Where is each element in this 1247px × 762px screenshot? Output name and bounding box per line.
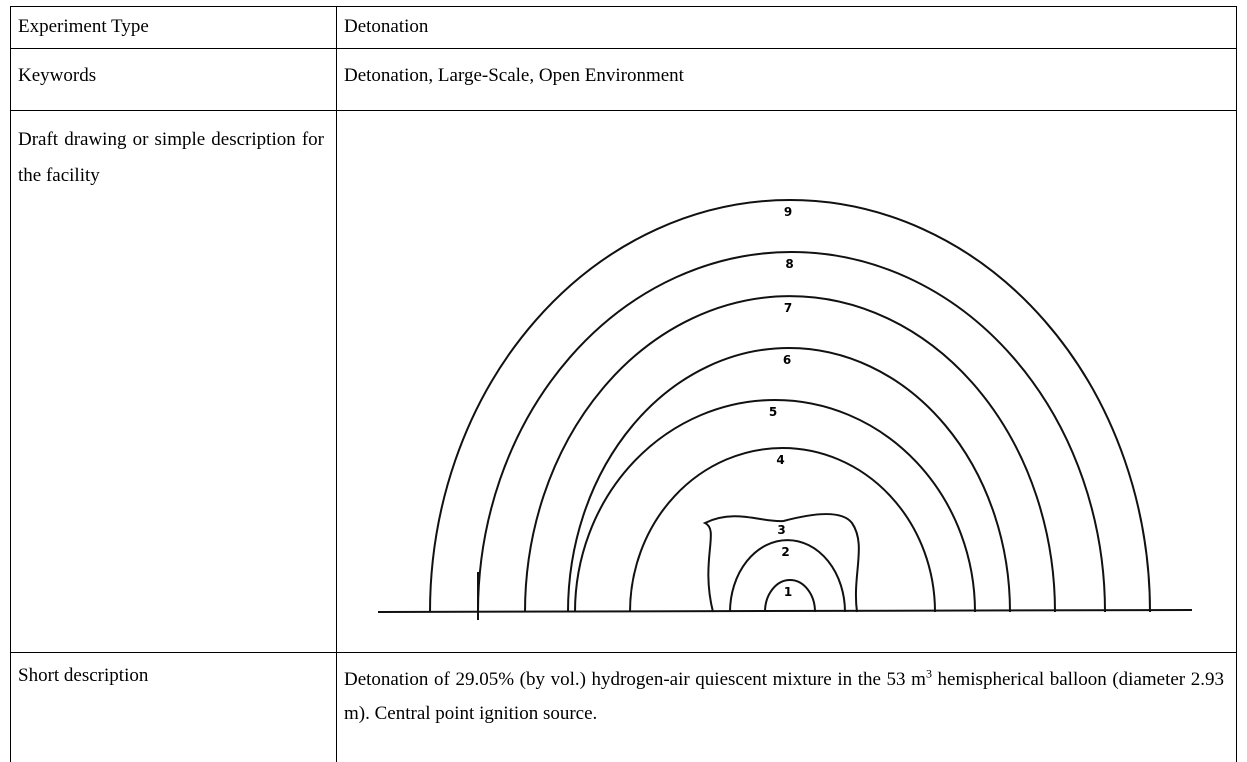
rule [10, 6, 1237, 7]
ground-line [377, 609, 1193, 613]
contour [702, 513, 860, 613]
contour-label: 5 [769, 405, 777, 419]
contour-label: 3 [777, 523, 785, 537]
contour-label: 6 [783, 353, 791, 367]
rule [1236, 6, 1237, 762]
rule [10, 110, 1237, 111]
contour-label: 4 [776, 453, 784, 467]
rule [10, 652, 1237, 653]
contour [477, 251, 1106, 613]
contour-label: 7 [784, 301, 792, 315]
contour [574, 399, 976, 613]
contour [729, 539, 846, 613]
contour [764, 579, 816, 613]
text: Detonation of 29.05% (by vol.) hydrogen-… [344, 669, 926, 690]
row-value: Detonation [344, 16, 429, 37]
contour-label: 1 [784, 585, 792, 599]
contour [629, 447, 936, 613]
contour [429, 199, 1151, 613]
contour-label: 9 [784, 205, 792, 219]
row-value: Detonation of 29.05% (by vol.) hydrogen-… [344, 663, 1224, 731]
text: hemispherical balloon (diameter 2.93 m).… [344, 669, 1224, 724]
rule [336, 6, 337, 762]
contour [567, 347, 1011, 613]
rule [10, 48, 1237, 49]
contour-label: 8 [785, 257, 793, 271]
row-label: Keywords [18, 65, 97, 86]
row-value: Detonation, Large-Scale, Open Environmen… [344, 65, 684, 86]
row-label: Short description [18, 665, 149, 686]
superscript: 3 [925, 666, 932, 681]
contour-label: 2 [781, 545, 789, 559]
row-label: Experiment Type [18, 16, 149, 37]
row-label: Draft drawing or simple description for … [18, 129, 324, 186]
contour [524, 295, 1056, 613]
rule [10, 6, 11, 762]
